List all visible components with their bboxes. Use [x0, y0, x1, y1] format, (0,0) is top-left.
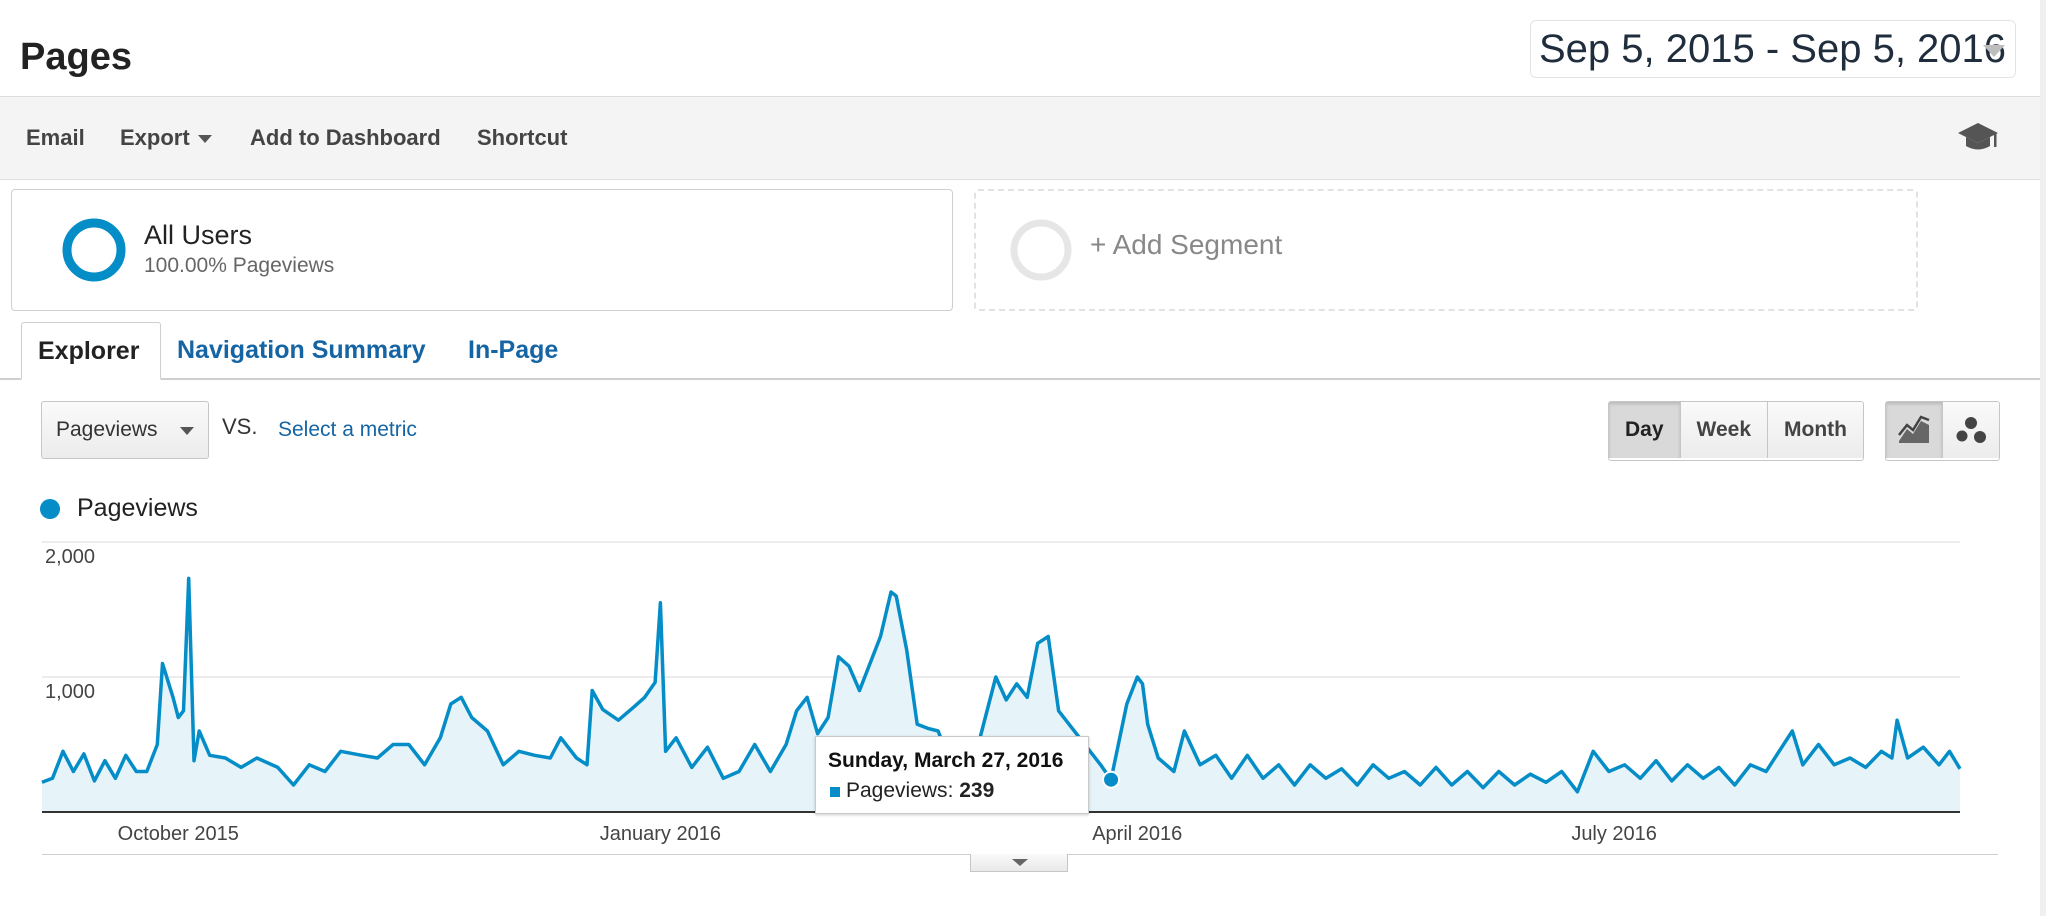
tooltip-value-line: Pageviews: 239	[846, 779, 995, 802]
period-toggle-group: Day Week Month	[1608, 401, 1864, 461]
report-toolbar: Email Export Add to Dashboard Shortcut	[0, 96, 2046, 180]
x-tick-label: October 2015	[118, 823, 239, 845]
day-button[interactable]: Day	[1609, 402, 1681, 458]
segment-subtitle: 100.00% Pageviews	[144, 254, 335, 277]
line-chart-view-button[interactable]	[1886, 402, 1943, 458]
chart-tooltip: Sunday, March 27, 2016 Pageviews: 239	[815, 736, 1089, 814]
add-segment-box[interactable]: + Add Segment	[974, 189, 1918, 311]
tooltip-metric: Pageviews	[846, 779, 948, 802]
export-label: Export	[120, 125, 190, 150]
segment-all-users[interactable]: All Users 100.00% Pageviews	[11, 189, 953, 311]
segment-donut-icon	[62, 218, 126, 282]
segment-name: All Users	[144, 220, 253, 250]
select-metric-link[interactable]: Select a metric	[278, 418, 417, 441]
tab-navigation-summary[interactable]: Navigation Summary	[177, 336, 426, 364]
tooltip-date: Sunday, March 27, 2016	[828, 749, 1064, 772]
y-tick-label: 2,000	[45, 546, 95, 568]
pageviews-chart: 2,000 1,000 October 2015 January 2016 April …	[41, 541, 1962, 845]
caret-down-icon	[197, 135, 212, 144]
shortcut-button[interactable]: Shortcut	[477, 125, 568, 150]
caret-down-icon	[180, 427, 194, 435]
month-button[interactable]: Month	[1768, 402, 1863, 458]
y-tick-label: 1,000	[45, 681, 95, 703]
x-tick-label: July 2016	[1571, 823, 1657, 845]
empty-segment-icon	[1010, 219, 1072, 281]
tab-explorer-label: Explorer	[38, 337, 140, 365]
graduation-cap-icon[interactable]	[1956, 119, 2000, 160]
week-button[interactable]: Week	[1680, 402, 1769, 458]
tabs-divider	[0, 378, 2046, 380]
legend-series-marker	[40, 499, 60, 519]
motion-chart-view-button[interactable]	[1943, 402, 1999, 458]
metric-dropdown-value: Pageviews	[56, 418, 158, 441]
legend-series-name: Pageviews	[77, 494, 198, 522]
chart-view-toggle-group	[1885, 401, 2000, 461]
tooltip-series-swatch	[830, 787, 840, 797]
email-button[interactable]: Email	[26, 125, 85, 150]
line-chart-icon	[1898, 415, 1930, 443]
date-range-picker[interactable]: Sep 5, 2015 - Sep 5, 2016	[1530, 20, 2016, 78]
tab-explorer[interactable]: Explorer	[21, 322, 161, 380]
metric-dropdown[interactable]: Pageviews	[41, 401, 209, 459]
vs-label: VS.	[222, 414, 258, 439]
date-range-text: Sep 5, 2015 - Sep 5, 2016	[1539, 27, 2007, 71]
page-title: Pages	[20, 36, 132, 78]
chevron-down-icon	[1983, 45, 2005, 57]
motion-chart-icon	[1956, 417, 1986, 443]
caret-down-icon	[1012, 859, 1028, 866]
export-button[interactable]: Export	[120, 125, 212, 151]
x-tick-label: January 2016	[600, 823, 721, 845]
x-tick-label: April 2016	[1092, 823, 1182, 845]
tab-in-page[interactable]: In-Page	[468, 336, 559, 364]
tooltip-value: 239	[959, 779, 995, 802]
scrollbar[interactable]	[2040, 0, 2046, 916]
add-segment-label: + Add Segment	[1090, 229, 1283, 260]
range-slider-handle[interactable]	[970, 854, 1068, 872]
add-to-dashboard-button[interactable]: Add to Dashboard	[250, 125, 441, 150]
series-line-pageviews	[41, 576, 1962, 794]
highlighted-data-point	[1102, 770, 1121, 789]
